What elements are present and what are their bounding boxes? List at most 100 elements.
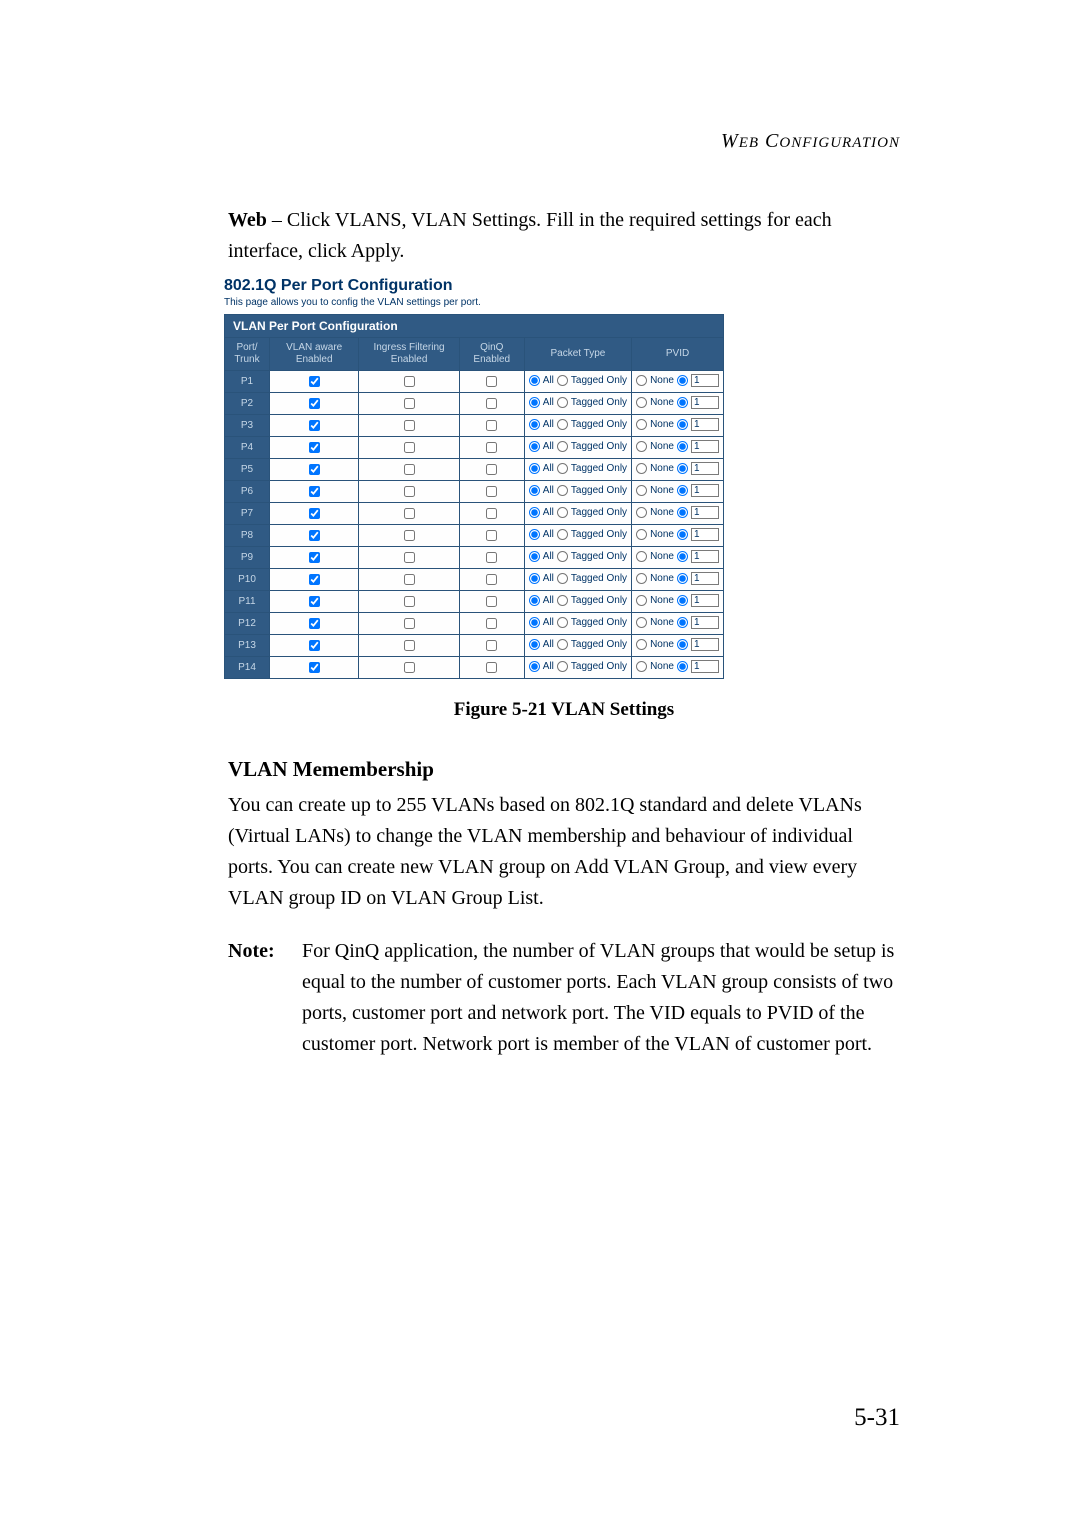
vlan-aware-checkbox[interactable]: [309, 596, 320, 607]
ingress-checkbox[interactable]: [404, 618, 415, 629]
qinq-checkbox[interactable]: [486, 464, 497, 475]
pvid-value-radio[interactable]: [677, 529, 688, 540]
packet-all-radio[interactable]: [529, 551, 540, 562]
pvid-input[interactable]: 1: [691, 572, 719, 585]
pvid-value-radio[interactable]: [677, 617, 688, 628]
ingress-checkbox[interactable]: [404, 574, 415, 585]
pvid-none-radio[interactable]: [636, 551, 647, 562]
vlan-aware-checkbox[interactable]: [309, 662, 320, 673]
qinq-checkbox[interactable]: [486, 596, 497, 607]
pvid-input[interactable]: 1: [691, 616, 719, 629]
pvid-value-radio[interactable]: [677, 375, 688, 386]
pvid-value-radio[interactable]: [677, 507, 688, 518]
pvid-input[interactable]: 1: [691, 462, 719, 475]
packet-all-radio[interactable]: [529, 463, 540, 474]
pvid-value-radio[interactable]: [677, 441, 688, 452]
vlan-aware-checkbox[interactable]: [309, 574, 320, 585]
packet-all-radio[interactable]: [529, 507, 540, 518]
qinq-checkbox[interactable]: [486, 640, 497, 651]
pvid-none-radio[interactable]: [636, 397, 647, 408]
ingress-checkbox[interactable]: [404, 596, 415, 607]
pvid-input[interactable]: 1: [691, 440, 719, 453]
ingress-checkbox[interactable]: [404, 486, 415, 497]
pvid-input[interactable]: 1: [691, 660, 719, 673]
qinq-checkbox[interactable]: [486, 442, 497, 453]
vlan-aware-checkbox[interactable]: [309, 420, 320, 431]
pvid-none-radio[interactable]: [636, 573, 647, 584]
pvid-input[interactable]: 1: [691, 374, 719, 387]
packet-all-radio[interactable]: [529, 639, 540, 650]
vlan-aware-checkbox[interactable]: [309, 640, 320, 651]
packet-all-radio[interactable]: [529, 485, 540, 496]
vlan-aware-checkbox[interactable]: [309, 552, 320, 563]
packet-tagged-radio[interactable]: [557, 573, 568, 584]
pvid-input[interactable]: 1: [691, 484, 719, 497]
qinq-checkbox[interactable]: [486, 486, 497, 497]
vlan-aware-checkbox[interactable]: [309, 464, 320, 475]
pvid-none-radio[interactable]: [636, 639, 647, 650]
packet-tagged-radio[interactable]: [557, 441, 568, 452]
packet-tagged-radio[interactable]: [557, 551, 568, 562]
packet-tagged-radio[interactable]: [557, 617, 568, 628]
pvid-value-radio[interactable]: [677, 595, 688, 606]
packet-all-radio[interactable]: [529, 661, 540, 672]
ingress-checkbox[interactable]: [404, 508, 415, 519]
pvid-none-radio[interactable]: [636, 375, 647, 386]
vlan-aware-checkbox[interactable]: [309, 508, 320, 519]
pvid-none-radio[interactable]: [636, 507, 647, 518]
ingress-checkbox[interactable]: [404, 662, 415, 673]
pvid-value-radio[interactable]: [677, 661, 688, 672]
qinq-checkbox[interactable]: [486, 618, 497, 629]
qinq-checkbox[interactable]: [486, 530, 497, 541]
pvid-none-radio[interactable]: [636, 485, 647, 496]
vlan-aware-checkbox[interactable]: [309, 618, 320, 629]
pvid-value-radio[interactable]: [677, 463, 688, 474]
packet-all-radio[interactable]: [529, 529, 540, 540]
ingress-checkbox[interactable]: [404, 640, 415, 651]
packet-tagged-radio[interactable]: [557, 661, 568, 672]
qinq-checkbox[interactable]: [486, 398, 497, 409]
pvid-value-radio[interactable]: [677, 573, 688, 584]
packet-all-radio[interactable]: [529, 375, 540, 386]
packet-tagged-radio[interactable]: [557, 639, 568, 650]
qinq-checkbox[interactable]: [486, 508, 497, 519]
packet-all-radio[interactable]: [529, 397, 540, 408]
ingress-checkbox[interactable]: [404, 398, 415, 409]
pvid-input[interactable]: 1: [691, 528, 719, 541]
pvid-none-radio[interactable]: [636, 441, 647, 452]
pvid-input[interactable]: 1: [691, 594, 719, 607]
ingress-checkbox[interactable]: [404, 464, 415, 475]
packet-tagged-radio[interactable]: [557, 529, 568, 540]
pvid-input[interactable]: 1: [691, 550, 719, 563]
packet-tagged-radio[interactable]: [557, 463, 568, 474]
pvid-none-radio[interactable]: [636, 661, 647, 672]
packet-all-radio[interactable]: [529, 595, 540, 606]
vlan-aware-checkbox[interactable]: [309, 398, 320, 409]
pvid-input[interactable]: 1: [691, 638, 719, 651]
pvid-value-radio[interactable]: [677, 551, 688, 562]
packet-tagged-radio[interactable]: [557, 507, 568, 518]
vlan-aware-checkbox[interactable]: [309, 530, 320, 541]
qinq-checkbox[interactable]: [486, 574, 497, 585]
packet-tagged-radio[interactable]: [557, 485, 568, 496]
ingress-checkbox[interactable]: [404, 552, 415, 563]
qinq-checkbox[interactable]: [486, 376, 497, 387]
pvid-value-radio[interactable]: [677, 419, 688, 430]
pvid-none-radio[interactable]: [636, 463, 647, 474]
pvid-none-radio[interactable]: [636, 595, 647, 606]
pvid-value-radio[interactable]: [677, 639, 688, 650]
vlan-aware-checkbox[interactable]: [309, 486, 320, 497]
packet-all-radio[interactable]: [529, 441, 540, 452]
qinq-checkbox[interactable]: [486, 662, 497, 673]
packet-tagged-radio[interactable]: [557, 397, 568, 408]
ingress-checkbox[interactable]: [404, 530, 415, 541]
vlan-aware-checkbox[interactable]: [309, 376, 320, 387]
vlan-aware-checkbox[interactable]: [309, 442, 320, 453]
pvid-value-radio[interactable]: [677, 485, 688, 496]
pvid-none-radio[interactable]: [636, 617, 647, 628]
pvid-value-radio[interactable]: [677, 397, 688, 408]
ingress-checkbox[interactable]: [404, 420, 415, 431]
qinq-checkbox[interactable]: [486, 420, 497, 431]
ingress-checkbox[interactable]: [404, 376, 415, 387]
pvid-input[interactable]: 1: [691, 396, 719, 409]
